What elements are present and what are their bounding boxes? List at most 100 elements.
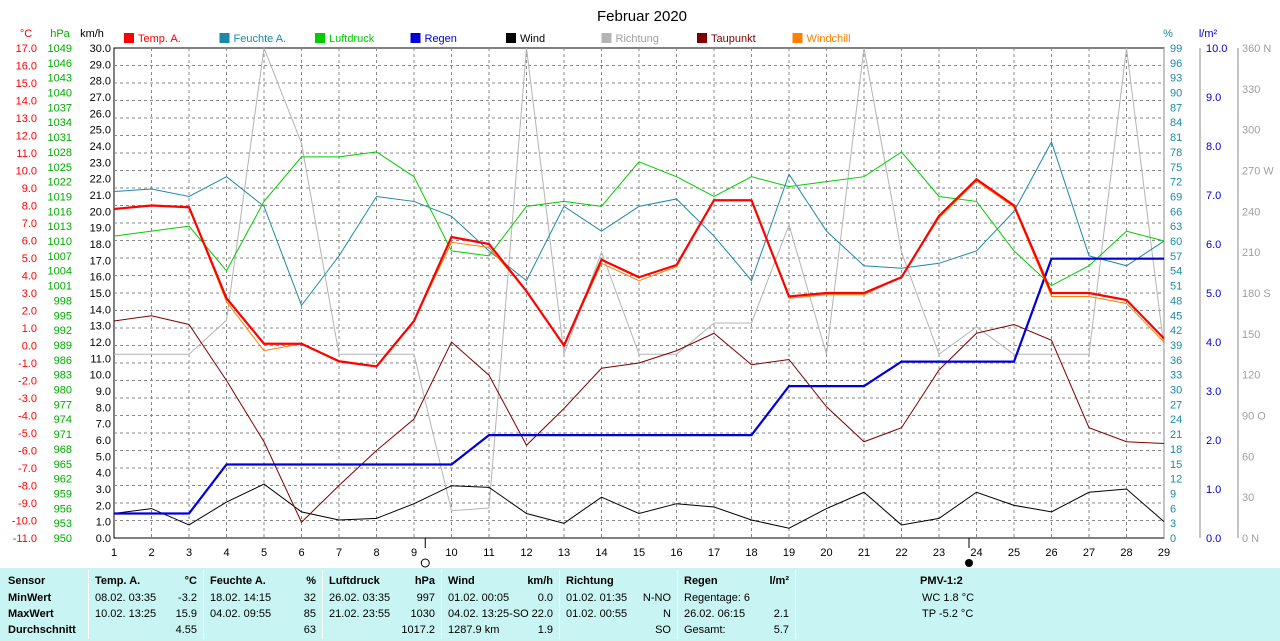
rain-tick-label: 10.0 [1206,43,1227,55]
moon-markers [420,538,973,568]
pressure-tick-label: 1013 [48,221,72,233]
wind-tick-label: 7.0 [96,419,111,431]
rain-tick-label: 8.0 [1206,141,1221,153]
temp-tick-label: 10.0 [16,166,37,178]
stats-temp-title: Temp. A. [95,575,141,587]
stats-sensor-column: Sensor MinWert MaxWert Durchschnitt [0,568,88,641]
stats-rain-total-label: Gesamt: [684,624,726,636]
wind-tick-label: 2.0 [96,500,111,512]
humidity-tick-label: 93 [1170,73,1182,85]
x-tick-label: 14 [595,547,607,559]
axis-units: °C hPa km/h % l/m² [20,28,1218,40]
stats-pmv-column: PMV-1:2 WC 1.8 °C TP -5.2 °C [796,568,1280,641]
pressure-tick-label: 1049 [48,43,72,55]
stats-wind-max: 22.0 [531,608,553,620]
pressure-tick-label: 974 [54,414,72,426]
legend-swatch [697,33,707,43]
legend-swatch [792,33,803,43]
wind-tick-label: 5.0 [96,451,111,463]
wind-tick-label: 23.0 [90,157,111,169]
stats-pmv-wc: WC 1.8 °C [922,592,975,604]
temp-tick-label: 6.0 [22,236,37,248]
temp-tick-label: 15.0 [16,78,37,90]
series-line-wind [113,483,1165,529]
stats-pressure-avg: 1017.2 [401,624,435,636]
pressure-tick-label: 989 [54,340,72,352]
stats-pressure-max: 1030 [410,608,435,620]
wind-tick-label: 17.0 [90,255,111,267]
stats-direction-min: N-NO [642,592,671,604]
humidity-tick-label: 42 [1170,325,1182,337]
legend-swatch [601,33,612,43]
stats-rain-max: 2.1 [773,608,789,620]
stats-temp-min: -3.2 [178,592,197,604]
pressure-tick-label: 1040 [48,88,72,100]
humidity-tick-label: 48 [1170,295,1182,307]
new-moon-icon [965,559,973,567]
direction-tick-label: 180 S [1242,288,1271,300]
humidity-tick-label: 36 [1170,355,1182,367]
x-tick-label: 25 [1008,547,1020,559]
legend-swatch [410,33,421,43]
stats-direction-min-date: 01.02. 01:35 [566,592,628,604]
temp-tick-label: 3.0 [22,288,37,300]
legend-label: Taupunkt [711,33,756,45]
stats-pressure-column: Luftdruck hPa 26.02. 03:35 997 21.02. 23… [323,568,441,641]
stats-wind-min-date: 01.02. 00:05 [448,592,510,604]
stats-pressure-title: Luftdruck [329,575,380,587]
legend-label: Regen [425,33,457,45]
pressure-tick-label: 1010 [48,236,72,248]
x-tick-label: 18 [745,547,757,559]
pressure-tick-label: 950 [54,533,72,545]
stats-wind-max-date: 04.02. 13:25-SO [448,608,529,620]
temp-tick-label: -1.0 [18,358,37,370]
temp-tick-label: -5.0 [18,428,37,440]
temp-tick-label: 1.0 [22,323,37,335]
wind-tick-label: 10.0 [90,370,111,382]
temp-tick-label: 17.0 [16,43,37,55]
temp-tick-label: -2.0 [18,376,37,388]
temp-tick-label: -8.0 [18,481,37,493]
rain-tick-label: 9.0 [1206,92,1221,104]
x-tick-label: 21 [858,547,870,559]
stats-humidity-avg: 63 [303,624,316,636]
x-tick-label: 12 [520,547,532,559]
stats-pressure-max-date: 21.02. 23:55 [329,608,391,620]
pressure-tick-label: 968 [54,444,72,456]
pressure-tick-label: 956 [54,503,72,515]
direction-tick-label: 60 [1242,451,1254,463]
rain-unit: l/m² [1199,28,1218,40]
legend-label: Richtung [616,33,659,45]
wind-tick-label: 15.0 [90,288,111,300]
direction-tick-label: 90 O [1242,411,1266,423]
temp-tick-label: 13.0 [16,113,37,125]
direction-tick-label: 0 N [1242,533,1259,545]
direction-tick-label: 240 [1242,206,1260,218]
y-axes: -11.0 -10.0 -9.0 -8.0 -7.0 -6.0 -5.0 -4.0 -3.0 -2… [12,43,1274,545]
stats-wind-unit: km/h [527,575,553,587]
stats-row-max: MaxWert [8,608,54,620]
pressure-tick-label: 977 [54,399,72,411]
x-tick-label: 11 [483,547,494,559]
temp-unit: °C [20,28,32,40]
temp-tick-label: -10.0 [12,516,37,528]
humidity-tick-label: 84 [1170,117,1182,129]
wind-tick-label: 1.0 [96,517,111,529]
direction-tick-label: 210 [1242,247,1260,259]
series-line-richtung [114,46,1165,512]
pressure-tick-label: 1037 [48,102,72,114]
stats-direction-avg: SO [655,624,671,636]
direction-tick-label: 360 N [1242,43,1271,55]
wind-unit: km/h [80,28,104,40]
legend-label: Wind [520,33,545,45]
pressure-tick-label: 1046 [48,58,72,70]
stats-temp-max: 15.9 [175,608,197,620]
x-tick-label: 2 [148,547,154,559]
pressure-tick-label: 971 [54,429,72,441]
stats-temp-avg: 4.55 [175,624,197,636]
wind-tick-label: 26.0 [90,108,111,120]
pressure-tick-label: 992 [54,325,72,337]
pressure-tick-label: 1007 [48,251,72,263]
wind-tick-label: 21.0 [90,190,111,202]
stats-direction-max: N [663,608,671,620]
